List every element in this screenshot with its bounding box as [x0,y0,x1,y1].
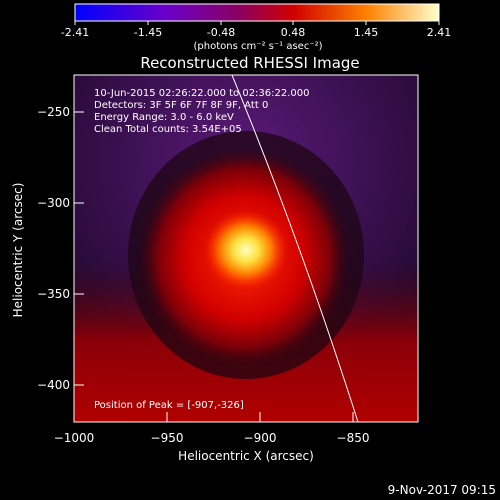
rhessi-image [74,75,418,422]
colorbar-tick: 0.48 [281,26,306,39]
peak-position-text: Position of Peak = [-907,-326] [94,400,244,411]
x-tick-label: −900 [244,431,277,445]
x-axis-label: Heliocentric X (arcsec) [178,449,314,463]
footer-date: 9-Nov-2017 09:15 [388,483,496,497]
y-tick-label: −350 [37,287,70,301]
colorbar-tick: 2.41 [427,26,452,39]
colorbar-unit-label: (photons cm⁻² s⁻¹ asec⁻²) [193,41,322,52]
clean-counts-text: Clean Total counts: 3.54E+05 [94,124,242,135]
colorbar-tick: -2.41 [61,26,89,39]
x-tick-label: −950 [151,431,184,445]
colorbar-tick: -1.45 [134,26,162,39]
solar-limb-line [231,75,359,422]
x-tick-label: −1000 [54,431,95,445]
colorbar-tick: 1.45 [354,26,379,39]
y-tick-label: −250 [37,105,70,119]
detectors-text: Detectors: 3F 5F 6F 7F 8F 9F, Att 0 [94,100,268,111]
plot-frame [73,74,419,423]
colorbar-tick: -0.48 [207,26,235,39]
y-axis-label: Heliocentric Y (arcsec) [11,183,25,318]
energy-range-text: Energy Range: 3.0 - 6.0 keV [94,112,234,123]
colorbar [74,3,440,22]
x-tick-label: −850 [337,431,370,445]
y-tick-label: −400 [37,378,70,392]
plot-title: Reconstructed RHESSI Image [140,54,359,72]
time-range-text: 10-Jun-2015 02:26:22.000 to 02:36:22.000 [94,88,310,99]
y-tick-label: −300 [37,196,70,210]
